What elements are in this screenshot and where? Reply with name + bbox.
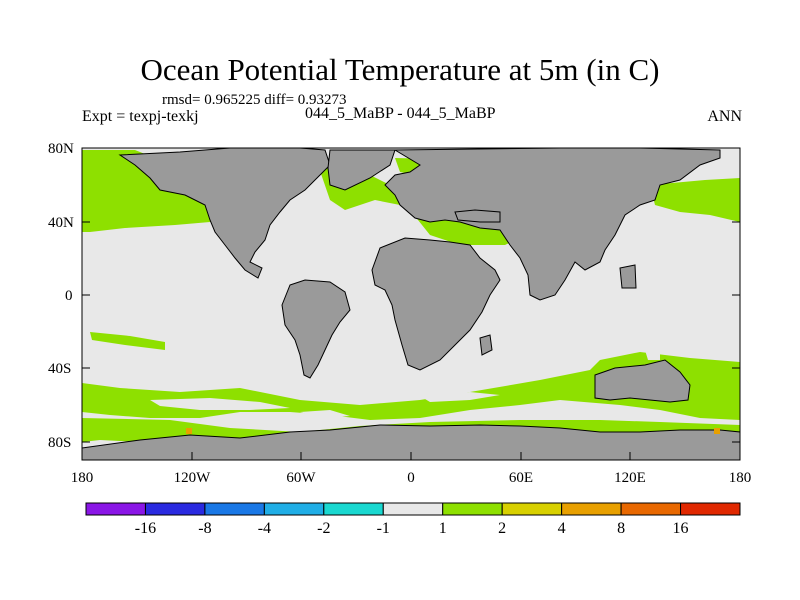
colorbar-swatch <box>442 502 503 516</box>
ocean-cutouts <box>82 350 660 446</box>
colorbar-swatch <box>382 502 444 516</box>
south-pacific-strip <box>90 332 165 350</box>
northwest-pacific-band <box>650 178 740 222</box>
lon-tick-label: 60E <box>509 470 533 486</box>
lat-tick-label: 40N <box>48 215 74 231</box>
lat-tick-label: 0 <box>65 288 73 304</box>
colorbar-label: 4 <box>558 520 566 537</box>
colorbar-swatch <box>561 502 622 516</box>
lon-tick-label: 120E <box>614 470 646 486</box>
south-america <box>281 279 351 379</box>
greenland <box>327 149 396 191</box>
lon-tick-label: 120W <box>174 470 212 486</box>
lon-axis <box>81 452 741 460</box>
colorbar-swatch <box>85 502 146 516</box>
colorbar: -16 -8 -4 -2 -1 1 2 4 8 16 <box>85 502 741 537</box>
lat-axis <box>82 147 740 443</box>
map-title: Ocean Potential Temperature at 5m (in C) <box>140 52 660 87</box>
lon-tick-label: 60W <box>286 470 316 486</box>
case-label: 044_5_MaBP - 044_5_MaBP <box>305 105 496 122</box>
africa <box>371 237 501 371</box>
lat-tick-label: 80N <box>48 141 74 157</box>
warm-spot-west <box>186 428 192 434</box>
colorbar-label: -2 <box>317 520 330 537</box>
colorbar-label: -16 <box>135 520 156 537</box>
mediterranean-block <box>454 209 501 223</box>
lon-tick-label: 180 <box>729 470 752 486</box>
lon-tick-label: 180 <box>71 470 94 486</box>
north-america <box>118 147 331 279</box>
stats-label: rmsd= 0.965225 diff= 0.93273 <box>162 92 347 108</box>
colorbar-label: -4 <box>258 520 271 537</box>
lon-tick-label: 0 <box>407 470 415 486</box>
colorbar-swatch <box>620 502 682 516</box>
lat-tick-label: 80S <box>48 435 71 451</box>
lat-tick-label: 40S <box>48 361 71 377</box>
japan <box>619 264 637 289</box>
eurasia <box>384 147 721 301</box>
colorbar-label: -1 <box>377 520 390 537</box>
colorbar-label: 1 <box>439 520 447 537</box>
colorbar-swatch <box>263 502 325 516</box>
colorbar-swatch <box>204 502 265 516</box>
season-label: ANN <box>707 108 742 125</box>
australia <box>594 359 691 403</box>
colorbar-label: 2 <box>498 520 506 537</box>
colorbar-swatch <box>680 502 741 516</box>
colorbar-label: -8 <box>198 520 211 537</box>
colorbar-label: 16 <box>673 520 689 537</box>
colorbar-label: 8 <box>617 520 625 537</box>
colorbar-swatch <box>501 502 563 516</box>
land-masses <box>81 147 741 461</box>
colorbar-swatch <box>323 502 384 516</box>
madagascar <box>479 334 493 356</box>
experiment-label: Expt = texpj-texkj <box>82 108 199 125</box>
warm-spot-east <box>714 428 720 434</box>
colorbar-swatch <box>144 502 206 516</box>
